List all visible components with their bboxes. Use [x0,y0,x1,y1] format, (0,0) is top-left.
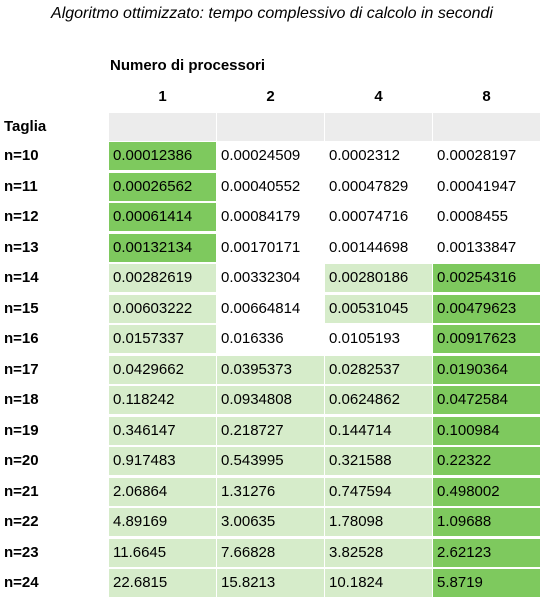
table-cell: 0.0157337 [109,325,216,353]
table-cell: 0.543995 [217,447,324,475]
table-cell: 0.00479623 [433,294,540,323]
row-label: n=23 [4,543,39,561]
row-label: n=11 [4,177,38,195]
table-cell: 0.00024509 [217,142,324,170]
row-label: n=19 [4,421,39,439]
row-label: n=18 [4,391,39,408]
table-cell: 0.22322 [433,447,540,475]
table-cell: 15.8213 [217,569,324,597]
row-label: n=17 [4,360,39,378]
table-cell: 0.100984 [433,416,540,445]
table-cell: 0.00041947 [433,172,540,201]
table-cell: 22.6815 [109,569,216,597]
table-cell: 0.00282619 [109,264,216,292]
table-cell: 0.00917623 [433,325,540,353]
row-label: n=13 [4,238,39,256]
table-cell: 0.0624862 [325,386,432,414]
table-cell: 0.0429662 [109,355,216,384]
table-cell: 0.0934808 [217,386,324,414]
column-header-1: 1 [158,88,167,105]
row-label: n=16 [4,330,39,347]
table-cell: 3.00635 [217,508,324,536]
table-cell: 1.78098 [325,508,432,536]
table-cell: 0.0395373 [217,355,324,384]
table-cell: 1.09688 [433,508,540,536]
column-header-4: 4 [374,88,383,105]
header-strip-cell [433,113,540,141]
table-cell: 0.321588 [325,447,432,475]
table-cell: 3.82528 [325,538,432,567]
row-label: n=15 [4,299,39,317]
table-cell: 0.346147 [109,416,216,445]
table-cell: 0.0105193 [325,325,432,353]
table-cell: 0.00170171 [217,233,324,262]
table-cell: 0.00012386 [109,142,216,170]
table-cell: 0.0472584 [433,386,540,414]
table-cell: 0.00084179 [217,203,324,231]
table-cell: 0.00026562 [109,172,216,201]
table-cell: 0.00047829 [325,172,432,201]
row-axis-label: Taglia [4,118,47,135]
table-cell: 0.00144698 [325,233,432,262]
table-cell: 2.62123 [433,538,540,567]
table-cell: 0.00040552 [217,172,324,201]
table-cell: 0.0008455 [433,203,540,231]
column-axis-label: Numero di processori [110,57,266,74]
header-strip-cell [109,113,216,141]
table-cell: 0.0282537 [325,355,432,384]
table-cell: 7.66828 [217,538,324,567]
header-strip-cell [217,113,324,141]
table-cell: 11.6645 [109,538,216,567]
table-cell: 0.016336 [217,325,324,353]
table-cell: 4.89169 [109,508,216,536]
header-strip-cell [325,113,432,141]
column-header-2: 2 [266,88,275,105]
table-cell: 0.00133847 [433,233,540,262]
column-header-8: 8 [482,88,491,105]
row-label: n=10 [4,147,39,164]
table-cell: 10.1824 [325,569,432,597]
table-cell: 0.00332304 [217,264,324,292]
table-cell: 0.747594 [325,477,432,506]
table-cell: 5.8719 [433,569,540,597]
table-cell: 0.00531045 [325,294,432,323]
row-label: n=12 [4,208,39,225]
table-cell: 0.917483 [109,447,216,475]
table-cell: 0.00603222 [109,294,216,323]
table-cell: 0.144714 [325,416,432,445]
table-cell: 0.00028197 [433,142,540,170]
table-cell: 1.31276 [217,477,324,506]
table-cell: 0.118242 [109,386,216,414]
row-label: n=14 [4,269,39,286]
table-cell: 2.06864 [109,477,216,506]
table-cell: 0.00664814 [217,294,324,323]
chart-title: Algoritmo ottimizzato: tempo complessivo… [51,5,493,22]
row-label: n=21 [4,482,39,500]
table-cell: 0.498002 [433,477,540,506]
row-label: n=24 [4,574,39,591]
row-label: n=20 [4,452,39,469]
row-label: n=22 [4,513,39,530]
table-cell: 0.00061414 [109,203,216,231]
table-cell: 0.00254316 [433,264,540,292]
table-cell: 0.00074716 [325,203,432,231]
table-cell: 0.00280186 [325,264,432,292]
table-cell: 0.00132134 [109,233,216,262]
table-cell: 0.218727 [217,416,324,445]
table-cell: 0.0190364 [433,355,540,384]
table-cell: 0.0002312 [325,142,432,170]
